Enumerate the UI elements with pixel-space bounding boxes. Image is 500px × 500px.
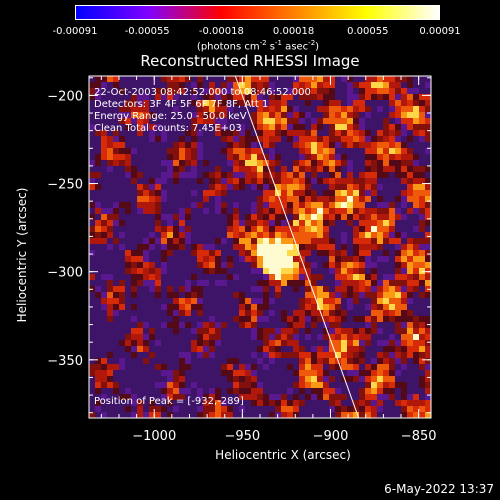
annotation-energy: Energy Range: 25.0 - 50.0 keV	[94, 111, 247, 122]
y-axis-label: Heliocentric Y (arcsec)	[15, 187, 29, 323]
colorbar-tick-label: 0.00018	[272, 26, 315, 37]
x-tick-label: −950	[225, 429, 261, 444]
annotation-detectors: Detectors: 3F 4F 5F 6F 7F 8F, Att 1	[94, 99, 269, 110]
limb-line	[234, 75, 360, 419]
colorbar-tick-label: 0.00091	[419, 26, 461, 37]
annotation-time: 22-Oct-2003 08:42:52.000 to 08:46:52.000	[94, 87, 311, 98]
colorbar	[75, 5, 440, 20]
colorbar-tick-label: -0.00055	[124, 26, 170, 37]
annotation-peak: Position of Peak = [-932,-289]	[94, 396, 244, 407]
annotation-clean: Clean Total counts: 7.45E+03	[94, 123, 242, 134]
x-tick-label: −1000	[132, 429, 176, 444]
x-tick-label: −900	[313, 429, 349, 444]
y-tick-label: −300	[47, 266, 83, 281]
colorbar-unit: (photons cm-2 s-1 asec-2)	[196, 39, 320, 53]
colorbar-tick-label: 0.00055	[347, 26, 389, 37]
x-tick-label: −850	[401, 429, 437, 444]
chart-title: Reconstructed RHESSI Image	[140, 52, 360, 70]
timestamp-footer: 6-May-2022 13:37	[384, 482, 494, 496]
x-axis-label: Heliocentric X (arcsec)	[215, 448, 351, 462]
colorbar-tick-label: -0.00018	[198, 26, 244, 37]
colorbar-tick-label: -0.00091	[52, 26, 98, 37]
y-tick-label: −200	[47, 89, 83, 104]
y-tick-label: −250	[47, 178, 83, 193]
heatmap-cells	[89, 76, 431, 418]
y-tick-label: −350	[47, 354, 83, 369]
